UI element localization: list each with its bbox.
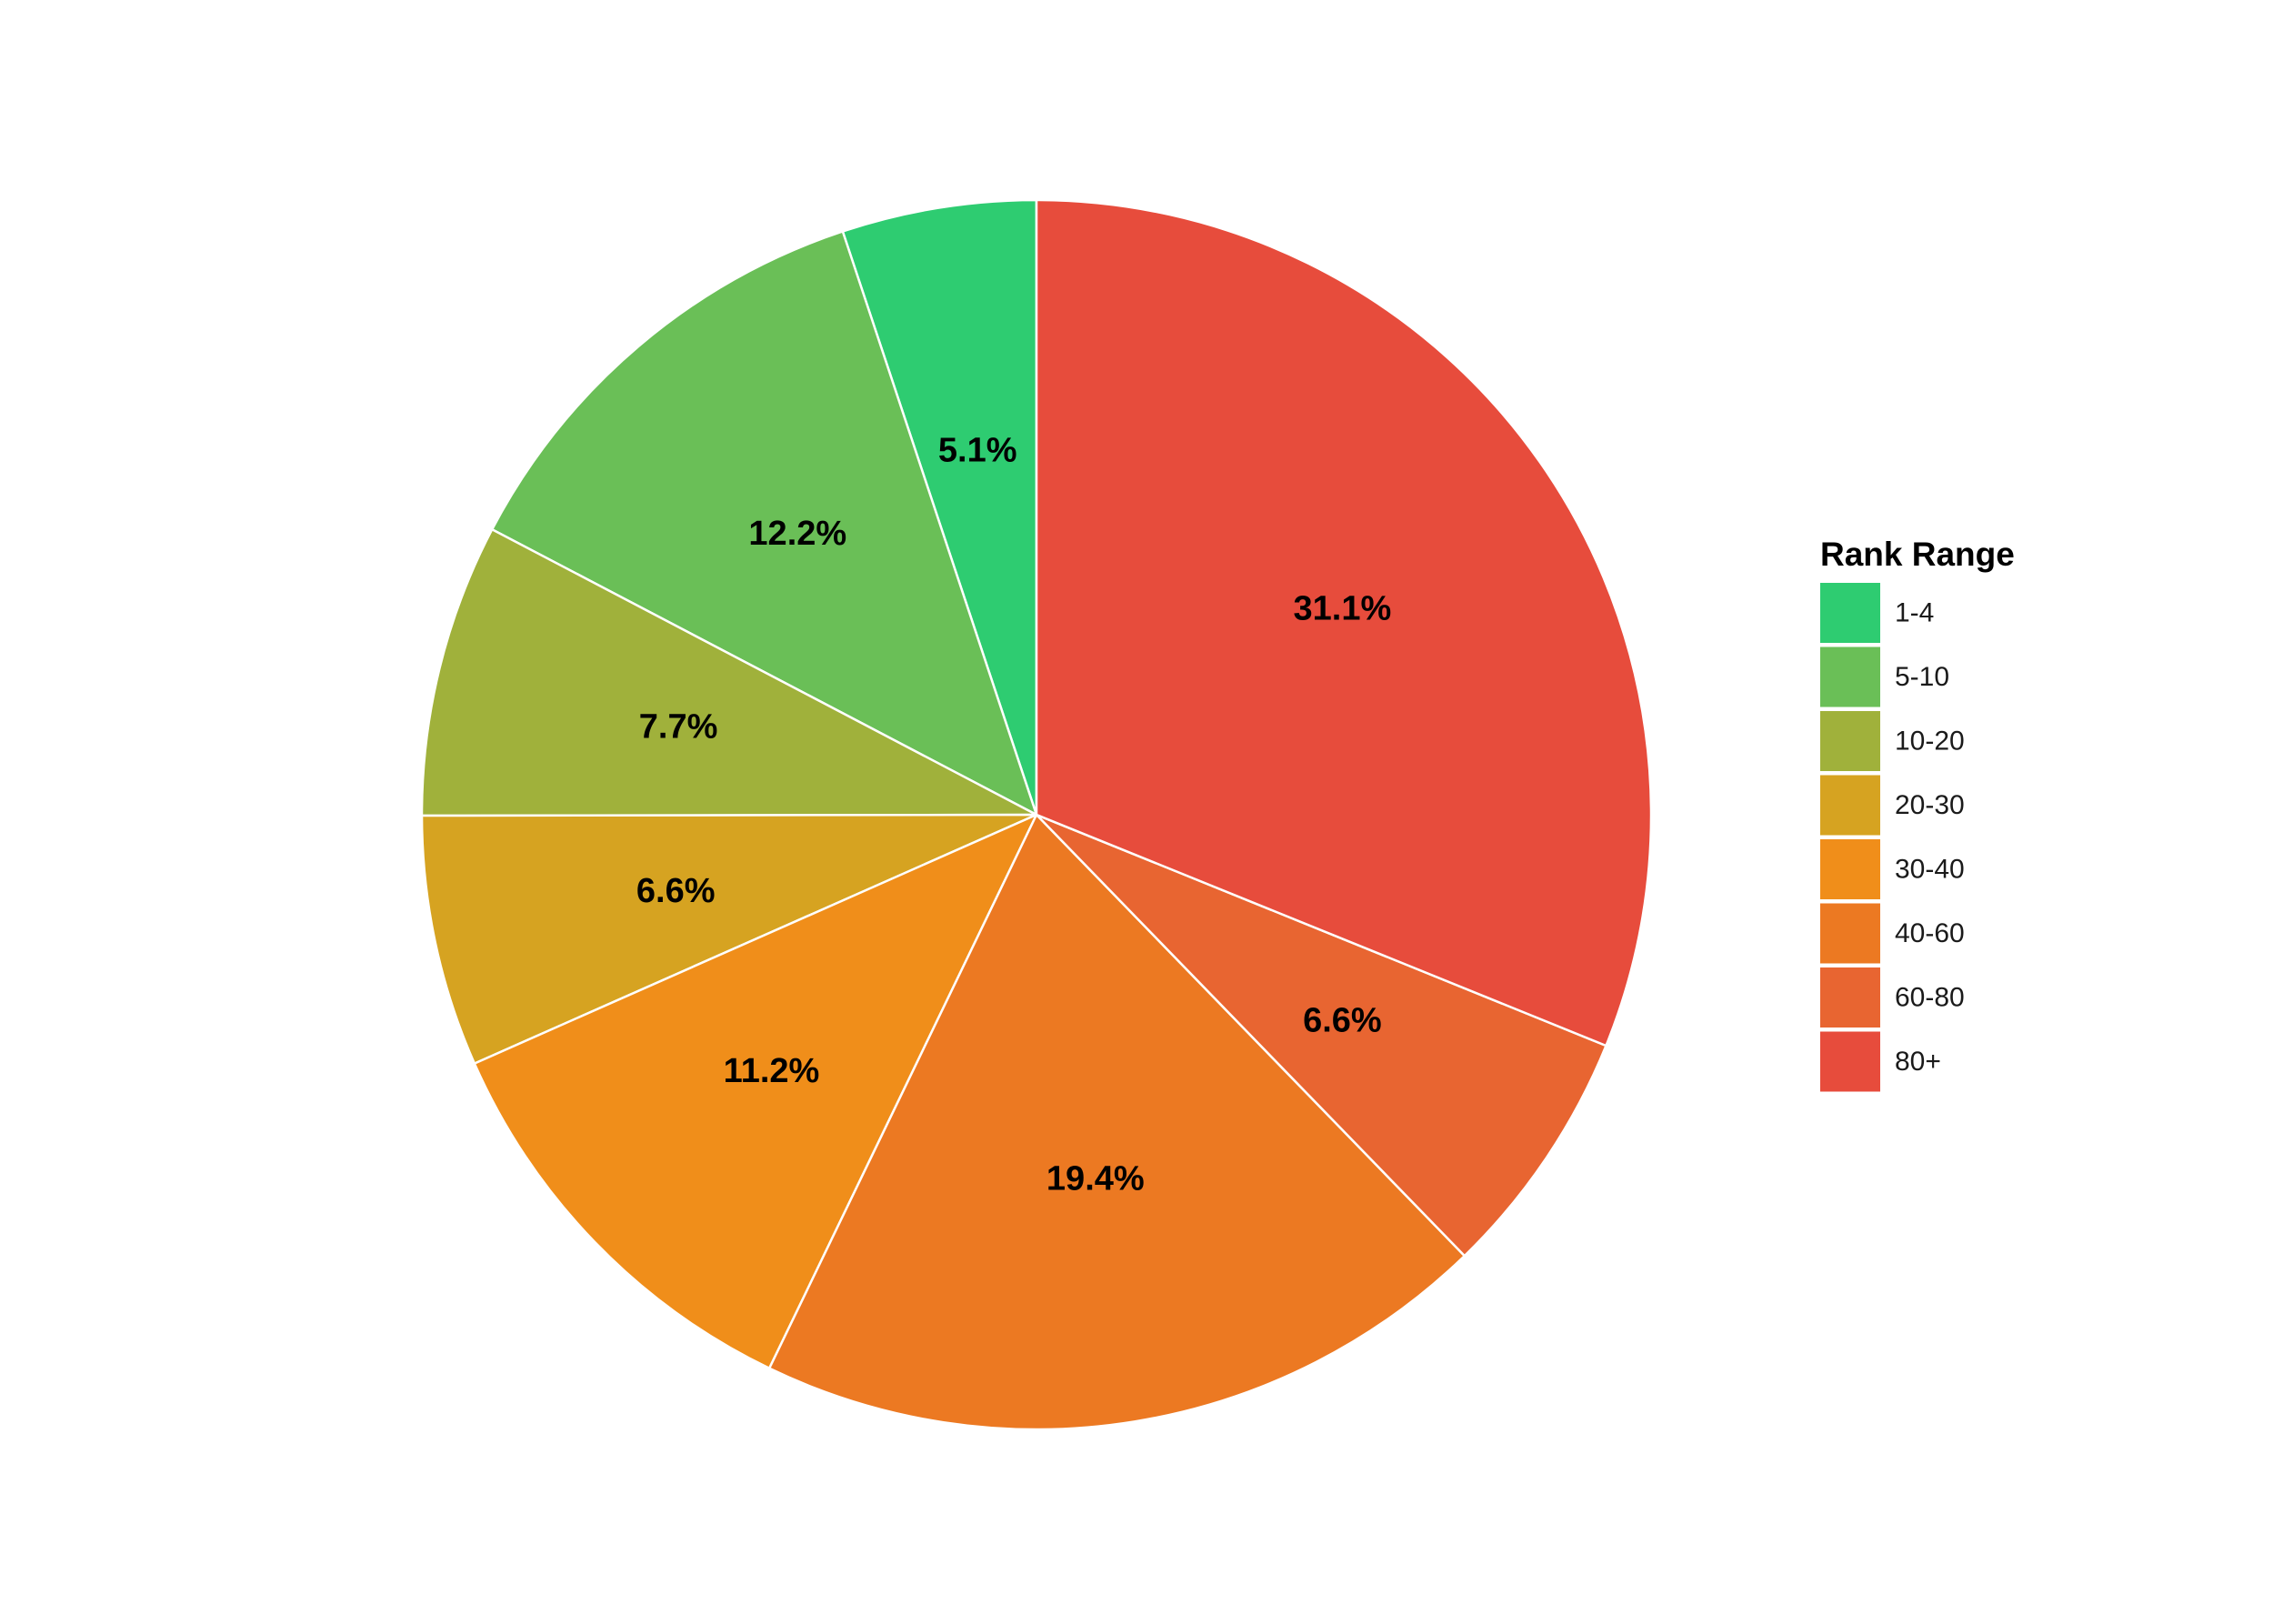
slice-label-60-80: 6.6% [1303,1002,1382,1040]
legend-swatch-5-10 [1820,647,1880,707]
legend-swatch-10-20 [1820,711,1880,771]
legend-label-60-80: 60-80 [1895,983,1965,1013]
legend-label-30-40: 30-40 [1895,855,1965,885]
legend-label-20-30: 20-30 [1895,790,1965,820]
legend-swatch-80+ [1820,1031,1880,1092]
slice-label-10-20: 7.7% [639,707,718,746]
legend-label-5-10: 5-10 [1895,662,1949,692]
pie-slice-5-10 [490,230,1038,817]
slice-label-30-40: 11.2% [724,1052,820,1090]
legend-label-40-60: 40-60 [1895,918,1965,948]
pie-slice-1-4 [841,198,1038,817]
pie-slice-60-80 [1035,813,1607,1258]
pie-slice-20-30 [420,813,1038,1065]
slice-label-40-60: 19.4% [1046,1159,1145,1198]
slice-label-80+: 31.1% [1294,589,1392,627]
pie-slice-labels: 5.1% 12.2% 7.7% 6.6% 11.2% 19.4% 6.6% 31.1% [636,432,1391,1198]
pie-slice-80+ [1035,198,1653,1048]
legend-label-1-4: 1-4 [1895,598,1934,628]
legend-title: Rank Range [1820,536,2015,573]
legend-label-80+: 80+ [1895,1047,1941,1077]
legend: Rank Range 1-4 5-10 10-20 20-30 30-40 40-60 60… [1820,536,2015,1092]
legend-swatch-1-4 [1820,583,1880,643]
pie-slice-10-20 [420,527,1038,817]
legend-label-10-20: 10-20 [1895,727,1965,757]
slice-label-20-30: 6.6% [636,872,716,910]
legend-swatch-20-30 [1820,775,1880,836]
pie-slice-30-40 [473,813,1038,1370]
legend-items: 1-4 5-10 10-20 20-30 30-40 40-60 60-80 80+ [1820,583,1965,1092]
pie-slices [420,198,1653,1431]
slice-label-5-10: 12.2% [748,515,846,553]
legend-swatch-60-80 [1820,967,1880,1028]
legend-swatch-30-40 [1820,839,1880,899]
pie-slice-40-60 [767,813,1467,1431]
legend-swatch-40-60 [1820,903,1880,964]
slice-label-1-4: 5.1% [938,432,1017,470]
